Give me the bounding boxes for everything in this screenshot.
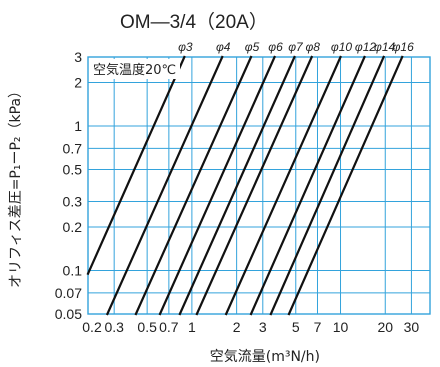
y-tick-labels: 0.05 0.07 0.1 0.2 0.3 0.5 0.7 1 2 3 xyxy=(55,49,82,322)
series-line-7 xyxy=(249,55,366,316)
x-tick-label-1: 0.3 xyxy=(104,319,124,335)
series-label-3: φ6 xyxy=(268,40,283,54)
plot-frame xyxy=(87,56,431,315)
series-label-8: φ14 xyxy=(374,40,396,54)
y-tick-label-6: 0.7 xyxy=(63,140,83,156)
series-line-3 xyxy=(158,55,277,316)
series-line-1 xyxy=(105,55,224,316)
series-label-4: φ7 xyxy=(288,40,304,54)
grid xyxy=(87,56,430,315)
y-tick-label-3: 0.2 xyxy=(63,219,83,235)
series-line-5 xyxy=(195,55,314,316)
y-tick-label-8: 2 xyxy=(74,74,82,90)
x-tick-label-3: 0.7 xyxy=(159,319,179,335)
series-label-5: φ8 xyxy=(305,40,320,54)
note-background xyxy=(90,59,180,79)
chart-title: OM—3/4（20A） xyxy=(120,11,268,33)
x-axis-label: 空気流量(m³N/h) xyxy=(210,349,320,365)
series-line-2 xyxy=(134,55,253,316)
temperature-note: 空気温度20℃ xyxy=(93,62,176,78)
y-tick-label-9: 3 xyxy=(74,49,82,65)
series-label-1: φ4 xyxy=(216,40,231,54)
x-tick-label-7: 5 xyxy=(292,319,300,335)
series-label-2: φ5 xyxy=(245,40,260,54)
y-tick-label-4: 0.3 xyxy=(63,194,83,210)
x-tick-label-10: 20 xyxy=(377,319,393,335)
x-tick-label-0: 0.2 xyxy=(82,319,102,335)
x-tick-label-4: 1 xyxy=(188,319,196,335)
series-label-6: φ10 xyxy=(331,40,353,54)
chart-title-text: OM—3/4（20A） xyxy=(120,11,268,33)
x-tick-label-2: 0.5 xyxy=(137,319,157,335)
y-tick-label-1: 0.07 xyxy=(55,285,82,301)
x-tick-label-8: 7 xyxy=(314,319,322,335)
series-line-0 xyxy=(86,55,186,276)
series-line-9 xyxy=(287,55,404,316)
series-label-7: φ12 xyxy=(355,40,377,54)
y-tick-label-0: 0.05 xyxy=(55,306,82,322)
series-line-6 xyxy=(224,55,342,316)
series-line-4 xyxy=(178,55,296,316)
series-label-9: φ16 xyxy=(393,40,415,54)
y-tick-label-7: 1 xyxy=(74,118,82,134)
y-tick-label-5: 0.5 xyxy=(63,161,83,177)
x-tick-label-11: 30 xyxy=(404,319,420,335)
series-line-8 xyxy=(269,55,386,316)
x-tick-label-6: 3 xyxy=(259,319,267,335)
x-tick-labels: 0.2 0.3 0.5 0.7 1 2 3 5 7 10 20 30 xyxy=(82,319,419,335)
series-lines xyxy=(86,55,404,316)
y-axis-label: オリフィス差圧=P₁ーP₂（kPa） xyxy=(8,84,24,288)
series-label-0: φ3 xyxy=(178,40,193,54)
x-tick-label-5: 2 xyxy=(233,319,241,335)
x-tick-label-9: 10 xyxy=(333,319,349,335)
y-tick-label-2: 0.1 xyxy=(63,262,83,278)
